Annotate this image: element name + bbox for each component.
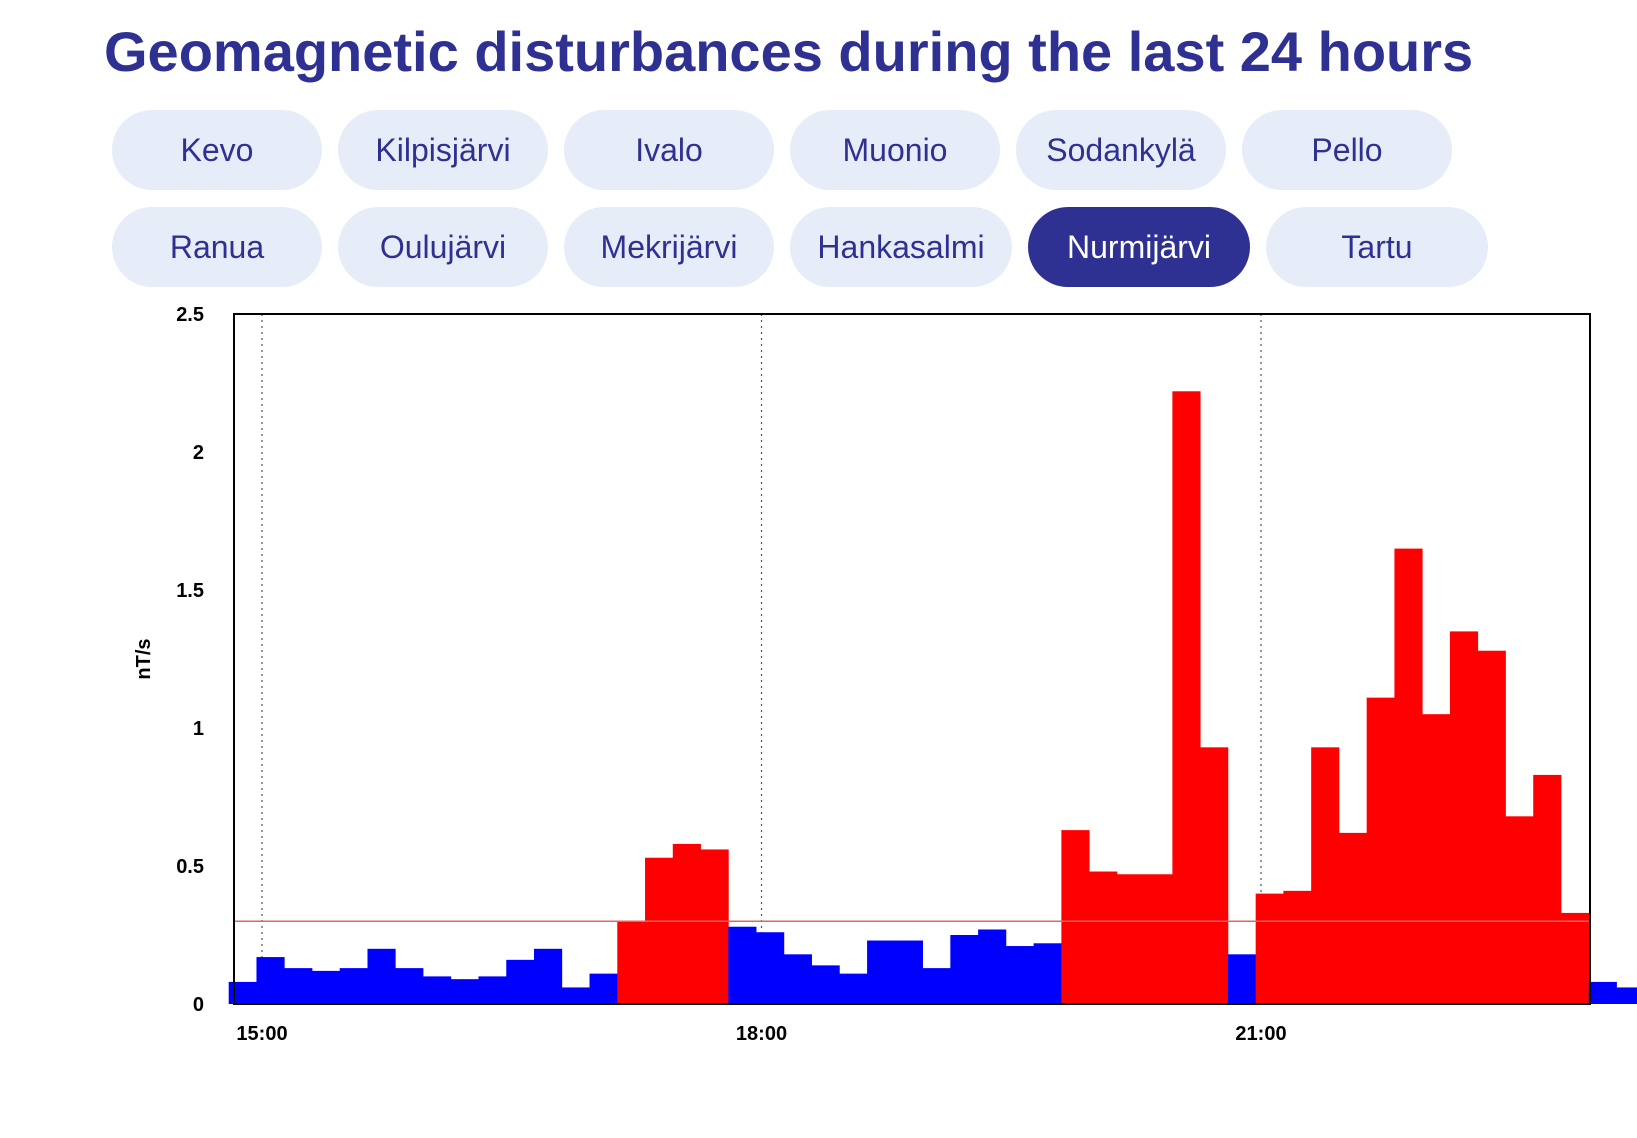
station-button-sodankyla[interactable]: Sodankylä	[1016, 110, 1226, 190]
bar-1	[256, 957, 285, 1004]
bar-49	[1588, 981, 1617, 1004]
y-tick-label-0: 0	[193, 994, 204, 1016]
bar-45	[1477, 650, 1506, 1004]
station-button-ivalo[interactable]: Ivalo	[564, 110, 774, 190]
y-tick-label-1: 0.5	[176, 856, 204, 878]
bar-0	[228, 981, 257, 1004]
y-axis-label: nT/s	[133, 638, 155, 679]
y-tick-label-5: 2.5	[176, 304, 204, 326]
bar-9	[478, 976, 507, 1004]
bar-32	[1116, 874, 1146, 1004]
x-tick-label-0: 15:00	[236, 1023, 287, 1045]
bar-34	[1172, 391, 1201, 1004]
bar-22	[839, 973, 868, 1004]
bar-24	[894, 940, 923, 1004]
station-row-2: Ranua Oulujärvi Mekrijärvi Hankasalmi Nu…	[112, 207, 1488, 287]
bar-15	[645, 857, 674, 1004]
bar-4	[339, 968, 368, 1004]
x-tick-label-1: 18:00	[736, 1023, 787, 1045]
bar-46	[1505, 816, 1534, 1004]
bar-39	[1311, 747, 1340, 1004]
bar-11	[534, 948, 563, 1004]
station-button-oulujarvi[interactable]: Oulujärvi	[338, 207, 548, 287]
station-button-hankasalmi[interactable]: Hankasalmi	[790, 207, 1012, 287]
x-tick-label-2: 21:00	[1235, 1023, 1286, 1045]
plot-frame	[233, 313, 1591, 1005]
station-button-pello[interactable]: Pello	[1242, 110, 1452, 190]
chart-bars	[228, 391, 1637, 1004]
bar-35	[1200, 747, 1229, 1004]
bar-27	[978, 929, 1007, 1004]
bar-40	[1338, 832, 1368, 1004]
bar-29	[1033, 943, 1062, 1004]
bar-43	[1422, 714, 1451, 1004]
bar-10	[506, 959, 535, 1004]
bar-18	[728, 926, 757, 1004]
page-title: Geomagnetic disturbances during the last…	[104, 20, 1474, 83]
bar-26	[950, 935, 979, 1004]
bar-28	[1005, 946, 1035, 1004]
bar-41	[1366, 697, 1395, 1004]
bar-36	[1227, 954, 1257, 1004]
bar-20	[783, 954, 812, 1004]
bar-44	[1449, 631, 1479, 1004]
station-button-ranua[interactable]: Ranua	[112, 207, 322, 287]
bar-30	[1061, 830, 1090, 1004]
y-tick-label-3: 1.5	[176, 580, 204, 602]
bar-2	[284, 968, 313, 1004]
bar-8	[450, 979, 479, 1004]
chart-grid	[261, 314, 1262, 1004]
bar-37	[1255, 893, 1284, 1004]
station-button-nurmijarvi[interactable]: Nurmijärvi	[1028, 207, 1250, 287]
station-button-mekrijarvi[interactable]: Mekrijärvi	[564, 207, 774, 287]
bar-47	[1533, 774, 1562, 1004]
station-button-kilpisjarvi[interactable]: Kilpisjärvi	[338, 110, 548, 190]
bar-16	[672, 843, 701, 1004]
station-button-tartu[interactable]: Tartu	[1266, 207, 1488, 287]
bar-50	[1616, 987, 1637, 1004]
station-button-kevo[interactable]: Kevo	[112, 110, 322, 190]
bar-17	[700, 849, 729, 1004]
bar-12	[561, 987, 590, 1004]
bar-5	[367, 948, 396, 1004]
bar-21	[811, 965, 840, 1004]
bar-13	[589, 973, 618, 1004]
bar-33	[1144, 874, 1173, 1004]
y-tick-label-2: 1	[193, 718, 204, 740]
station-row-1: Kevo Kilpisjärvi Ivalo Muonio Sodankylä …	[112, 110, 1452, 190]
bar-7	[422, 976, 452, 1004]
disturbance-chart: 00.511.522.5 15:0018:0021:00Sun26.113:00…	[133, 304, 1637, 1045]
bar-25	[922, 968, 951, 1004]
bar-6	[395, 968, 424, 1004]
y-axis: 0 0.5 1 1.5 2 2.5	[176, 304, 204, 1016]
y-tick-label-4: 2	[193, 442, 204, 464]
bar-14	[617, 921, 646, 1004]
bar-38	[1283, 890, 1312, 1004]
bar-42	[1394, 548, 1423, 1004]
station-button-muonio[interactable]: Muonio	[790, 110, 1000, 190]
bar-19	[756, 932, 785, 1004]
bar-48	[1560, 912, 1590, 1004]
bar-23	[867, 940, 896, 1004]
bar-31	[1089, 871, 1118, 1004]
bar-3	[311, 970, 341, 1004]
